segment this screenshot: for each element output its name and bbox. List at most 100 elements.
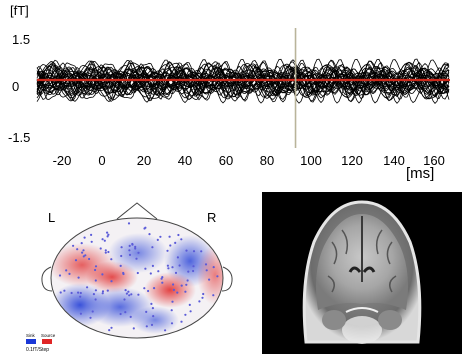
sensor-dot [144,226,147,229]
sensor-dot [108,329,111,332]
sensor-dot [120,246,123,249]
sensor-dot [101,273,104,276]
sensor-dot [94,298,97,301]
sensor-dot [123,298,126,301]
sensor-dot [90,240,93,243]
sensor-dot [94,289,97,292]
sensor-dot [81,251,84,254]
sensor-dot [192,269,195,273]
sensor-dot [151,264,154,267]
sensor-dot [106,235,109,238]
sensor-dot [94,279,97,282]
sensor-dot [189,310,192,313]
x-tick-label: 80 [259,153,275,168]
sensor-dot [110,258,113,261]
sensor-dot [151,246,154,249]
waveform-plot [36,28,450,148]
x-tick-label: -20 [52,153,72,168]
sensor-dot [135,257,138,260]
sensor-dot [171,300,174,303]
sensor-dot [90,233,93,236]
sensor-dot [168,235,171,238]
sensor-dot [184,313,187,316]
sensor-dot [59,291,62,294]
sensor-dot [107,250,110,254]
sensor-dot [77,276,80,279]
x-tick-label: 0 [98,153,106,168]
sensor-dot [120,254,123,258]
sensor-dot [166,264,169,267]
x-tick-label: 60 [218,153,234,168]
sensor-dot [106,289,109,292]
y-tick-label-0: 0 [12,79,20,94]
sensor-dot [185,249,188,252]
sensor-trace [36,66,450,96]
sensor-dot [149,272,152,275]
sensor-dot [79,295,82,298]
sensor-dot [144,267,147,270]
sensor-dot [127,222,131,225]
sensor-dot [106,231,109,234]
sensor-dot [63,289,66,292]
sensor-dot [131,243,134,246]
sensor-trace [36,64,450,98]
sensor-dot [174,271,178,274]
sensor-dot [128,249,131,252]
sensor-dot [119,264,122,267]
sensor-dot [212,266,215,269]
sensor-dot [124,289,127,292]
sensor-dot [94,265,98,268]
sensor-dot [172,283,175,286]
sensor-dot [130,293,133,296]
sensor-dot [180,284,183,287]
sensor-dot [205,269,208,272]
sensor-dot [148,233,151,236]
x-tick-label: 140 [383,153,405,168]
sensor-dot [172,288,175,291]
y-tick-label-1.5: 1.5 [12,32,31,47]
sensor-dot [159,235,162,238]
sensor-dot [91,310,94,313]
sensor-dot [134,245,137,248]
x-tick-label: 20 [136,153,152,168]
sensor-dot [124,311,127,314]
sensor-dot [174,241,177,244]
sensor-dot [72,244,75,247]
sensor-dot [132,327,135,330]
sensor-dot [128,244,131,247]
sensor-dot [184,290,187,293]
x-tick-label: 120 [341,153,363,168]
coronal-brain-mri-image [302,200,422,344]
sensor-dot [65,269,68,272]
y-axis-unit-label: [fT] [10,3,29,18]
sensor-dot [150,302,153,305]
head-outline [50,217,224,339]
sensor-dot [79,291,82,295]
sensor-dot [170,322,174,325]
sink-swatch [26,339,36,344]
right-hemisphere-label: R [207,210,217,225]
sensor-dot [166,249,169,252]
sensor-dot [188,303,191,306]
left-ear-outline [41,266,53,292]
sensor-dot [129,315,132,318]
sensor-dot [152,315,155,318]
topographic-map-panel: L R [20,195,250,354]
sensor-dot [104,251,107,254]
sensor-dot [186,279,189,282]
sensor-dot [198,300,201,303]
sensor-trace [36,58,450,104]
sensor-dot [157,270,160,273]
sensor-dot [77,291,80,294]
y-tick-label-minus-1.5: -1.5 [8,130,31,145]
sensor-dot [145,325,148,328]
sink-label: Sink [26,333,36,338]
sensor-dot [110,326,113,329]
sensor-dot [160,277,163,280]
sensor-dot [58,274,62,277]
sensor-dot [170,309,173,312]
sensor-dot [192,265,195,268]
color-legend: Sink Source 0.1fT/Step [24,332,84,354]
sensor-dot [74,259,78,262]
sensor-dot [204,263,208,266]
